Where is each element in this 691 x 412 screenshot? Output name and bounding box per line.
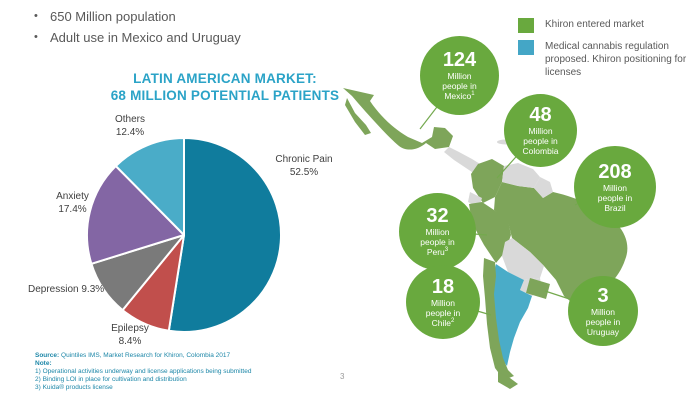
marker-caption: Million people in Colombia: [522, 126, 559, 156]
pie-label-pct: 17.4%: [58, 204, 87, 215]
pie-label-text: Epilepsy: [111, 323, 149, 334]
chart-title-line2: 68 MILLION POTENTIAL PATIENTS: [110, 88, 340, 103]
legend-item-proposed: Medical cannabis regulation proposed. Kh…: [518, 40, 691, 79]
marker-country: Peru: [426, 247, 445, 257]
pie-label-pct: 9.3%: [81, 284, 105, 295]
map-legend: Khiron entered market Medical cannabis r…: [518, 18, 691, 86]
map-country-chile: [483, 258, 514, 380]
pie-chart: [86, 137, 282, 333]
legend-label: Khiron entered market: [545, 19, 644, 30]
pie-label-text: Others: [114, 114, 145, 125]
bullet-text: Adult use in Mexico and Uruguay: [50, 30, 241, 45]
pie-label-pct: 12.4%: [115, 127, 145, 138]
chart-title-line1: LATIN AMERICAN MARKET:: [133, 71, 317, 86]
marker-footnote-sup: 3: [444, 247, 449, 254]
marker-country: Mexico: [444, 91, 472, 101]
pie-label-pct: 52.5%: [289, 167, 319, 178]
pie-label-text: Depression: [28, 284, 79, 295]
note-label: Note:: [35, 360, 52, 367]
pie-slice-anxiety: [86, 165, 185, 265]
marker-country: Colombia: [522, 146, 559, 156]
marker-value: 124: [442, 49, 477, 71]
marker-caption: Million people in Uruguay: [585, 306, 621, 337]
bullet-dot-icon: •: [34, 31, 38, 43]
legend-label: Medical cannabis regulation proposed. Kh…: [545, 41, 687, 78]
map-country-colombia: [471, 159, 504, 203]
pie-label-anxiety: Anxiety 17.4%: [40, 190, 105, 216]
chart-title: LATIN AMERICAN MARKET: 68 MILLION POTENT…: [60, 70, 390, 104]
marker-peru: 32 Million people in Peru3: [399, 193, 476, 270]
page-number: 3: [340, 372, 345, 381]
map-region-tierra-del-fuego: [498, 372, 518, 389]
marker-mexico: 124 Million people in Mexico1: [420, 36, 499, 115]
map-country-argentina: [492, 264, 532, 366]
legend-swatch-green: [518, 18, 534, 33]
pie-label-text: Chronic Pain: [275, 154, 333, 165]
marker-value: 48: [529, 104, 552, 126]
marker-chile: 18 Million people in Chile2: [406, 265, 480, 339]
note-line: 3) Kuida® products license: [35, 384, 113, 391]
bullet-dot-icon: •: [34, 10, 38, 22]
marker-caption: Million people in Chile2: [425, 297, 461, 328]
marker-caption: Million people in Mexico1: [442, 71, 477, 101]
pie-label-others: Others 12.4%: [95, 113, 165, 139]
marker-country: Chile: [431, 317, 451, 328]
marker-value: 18: [431, 275, 455, 298]
pie-label-pct: 8.4%: [118, 336, 142, 347]
pie-label-depression: Depression 9.3%: [28, 283, 178, 296]
bullet-item: • 650 Million population: [34, 8, 241, 25]
marker-country: Uruguay: [586, 326, 620, 337]
map-region-guyanas: [534, 177, 553, 198]
map-country-mexico: [343, 88, 453, 150]
legend-swatch-blue: [518, 40, 534, 55]
marker-footnote-sup: 1: [471, 91, 475, 98]
note-line: 2) Binding LOI in place for cultivation …: [35, 376, 187, 383]
map-country-uruguay: [526, 278, 550, 299]
pie-slice-chronic-pain: [167, 137, 282, 333]
latin-america-map: [343, 88, 628, 389]
bullet-text: 650 Million population: [50, 9, 176, 24]
pie-label-epilepsy: Epilepsy 8.4%: [95, 322, 165, 348]
source-text: Quintiles IMS, Market Research for Khiro…: [61, 352, 231, 359]
marker-caption: Million people in Peru3: [420, 227, 455, 257]
legend-item-entered: Khiron entered market: [518, 18, 691, 33]
marker-colombia: 48 Million people in Colombia: [504, 94, 577, 167]
map-region-baja-california: [345, 98, 371, 135]
marker-value: 208: [598, 160, 632, 183]
marker-value: 32: [426, 205, 449, 227]
marker-value: 3: [597, 284, 609, 307]
marker-caption: Million people in Brazil: [597, 182, 633, 213]
footer-notes: Source: Quintiles IMS, Market Research f…: [35, 352, 295, 392]
source-label: Source:: [35, 352, 60, 359]
pie-label-text: Anxiety: [56, 191, 89, 202]
map-country-peru: [469, 202, 511, 263]
source-line: Source: Quintiles IMS, Market Research f…: [35, 352, 295, 360]
marker-brazil: 208 Million people in Brazil: [574, 146, 656, 228]
map-country-bolivia: [502, 238, 544, 280]
marker-country: Brazil: [604, 202, 626, 213]
marker-footnote-sup: 2: [451, 317, 455, 324]
pie-label-chronic-pain: Chronic Pain 52.5%: [263, 153, 345, 179]
marker-uruguay: 3 Million people in Uruguay: [568, 276, 638, 346]
pie-slice-others: [114, 137, 185, 236]
note-line: 1) Operational activities underway and l…: [35, 368, 252, 375]
bullet-list: • 650 Million population • Adult use in …: [34, 8, 241, 50]
bullet-item: • Adult use in Mexico and Uruguay: [34, 29, 241, 46]
